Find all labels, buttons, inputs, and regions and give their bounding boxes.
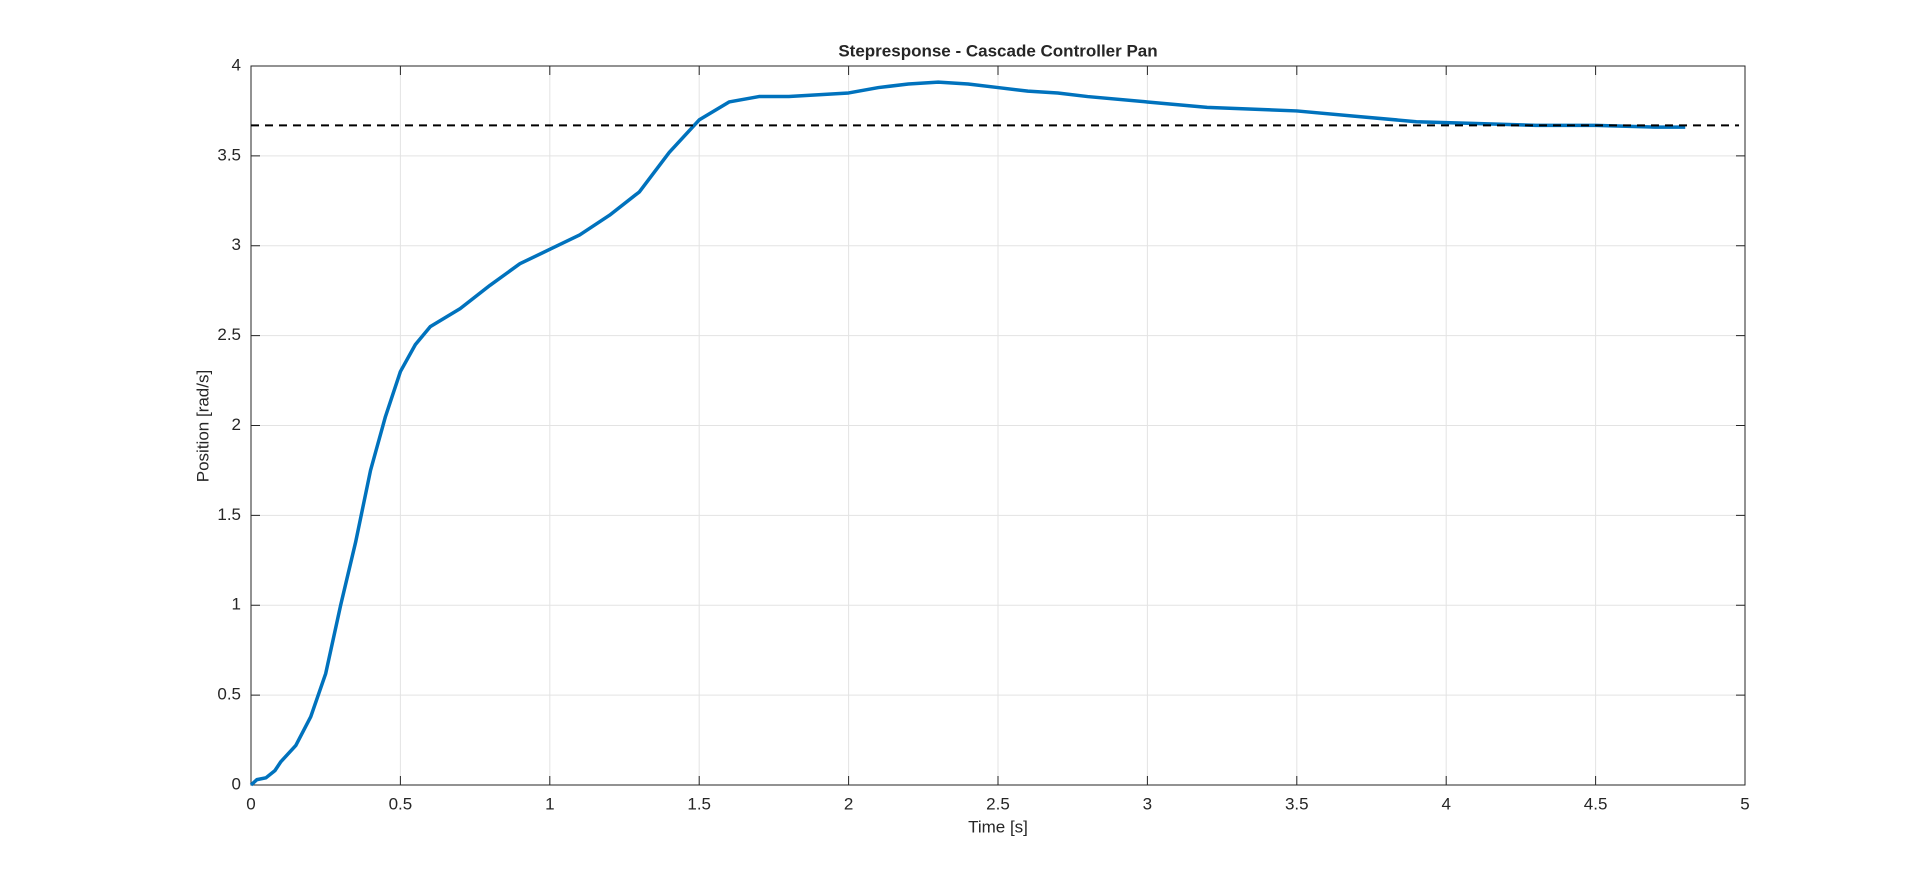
y-axis-label: Position [rad/s] [193, 370, 212, 482]
x-tick-label: 4 [1441, 794, 1450, 813]
x-tick-label: 0 [246, 794, 255, 813]
axes-box [250, 65, 1746, 786]
x-tick-label: 3 [1143, 794, 1152, 813]
x-tick-label: 2 [844, 794, 853, 813]
y-tick-label: 0 [232, 774, 241, 793]
y-tick-label: 1 [232, 595, 241, 614]
y-tick-label: 1.5 [217, 505, 241, 524]
y-tick-label: 0.5 [217, 685, 241, 704]
x-tick-label: 1.5 [687, 794, 711, 813]
x-tick-label: 5 [1740, 794, 1749, 813]
y-tick-label: 2 [232, 415, 241, 434]
x-tick-label: 3.5 [1285, 794, 1309, 813]
x-axis-label: Time [s] [968, 817, 1028, 836]
y-tick-label: 4 [232, 55, 241, 74]
y-tick-label: 3.5 [217, 145, 241, 164]
chart-title: Stepresponse - Cascade Controller Pan [838, 41, 1157, 60]
x-tick-label: 0.5 [389, 794, 413, 813]
data-line [249, 80, 1686, 787]
x-tick-label: 4.5 [1584, 794, 1608, 813]
y-tick-label: 2.5 [217, 325, 241, 344]
x-tick-label: 2.5 [986, 794, 1010, 813]
x-tick-label: 1 [545, 794, 554, 813]
y-tick-label: 3 [232, 235, 241, 254]
